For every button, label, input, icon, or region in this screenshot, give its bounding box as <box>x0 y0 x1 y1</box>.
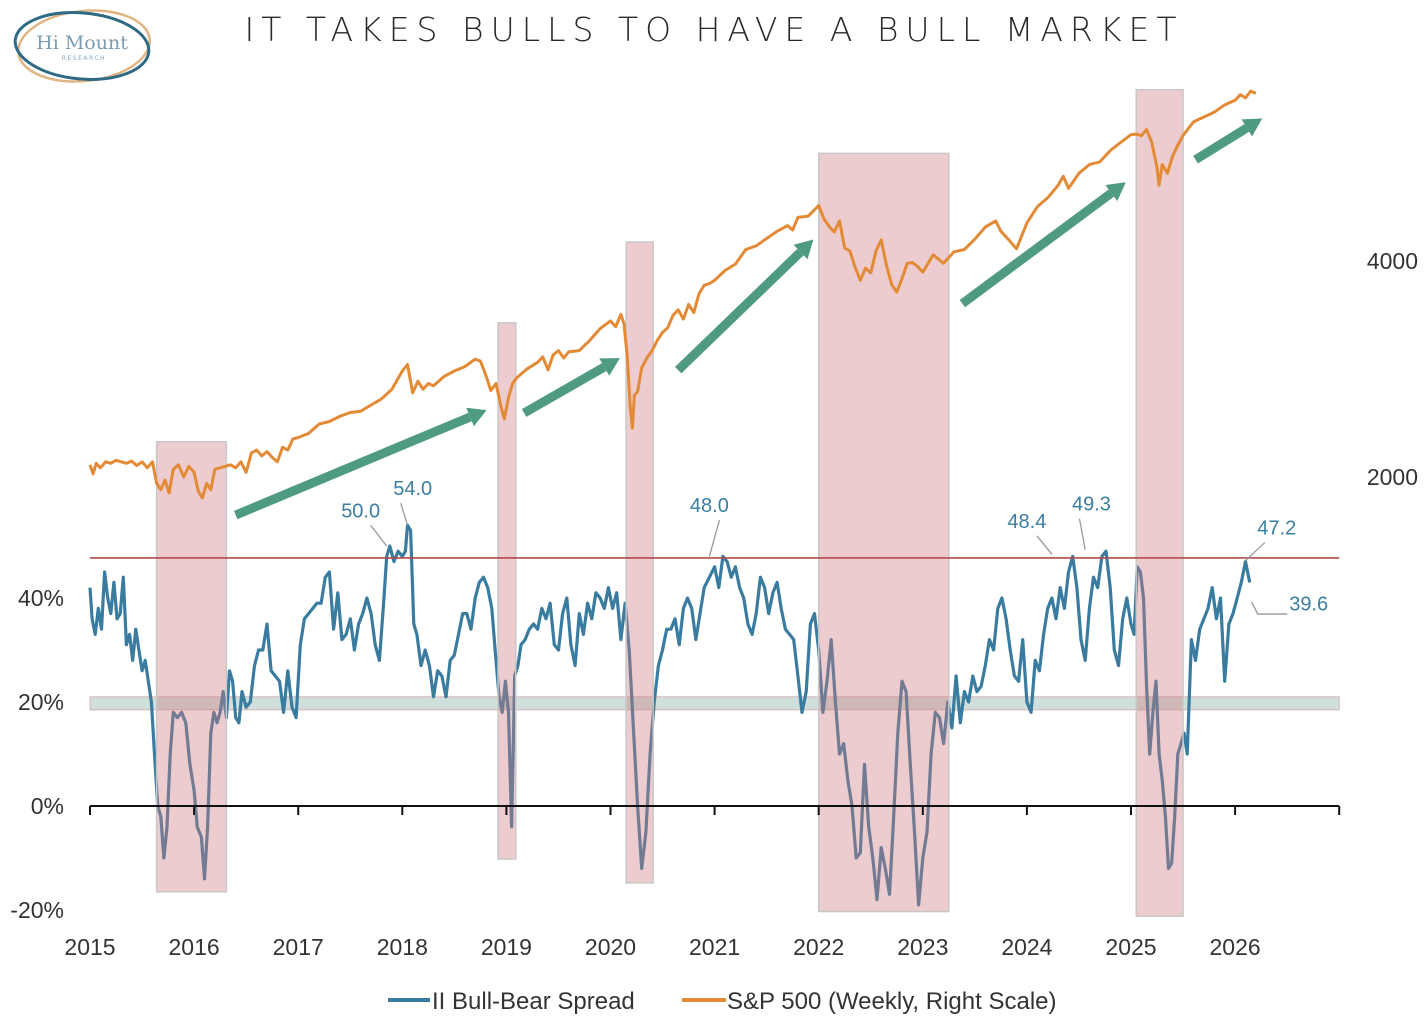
x-tick-label-2023: 2023 <box>897 934 948 960</box>
right-tick-label: 2000 <box>1367 464 1418 490</box>
series-line-bull-bear-spread <box>88 523 1252 907</box>
trend-arrow-head <box>599 358 620 376</box>
trend-arrow-shaft <box>234 412 472 520</box>
x-tick-label-2020: 2020 <box>585 934 636 960</box>
annotation-leader <box>708 520 721 557</box>
chart-title: IT TAKES BULLS TO HAVE A BULL MARKET <box>245 10 1184 49</box>
left-tick-label: 20% <box>18 689 64 715</box>
left-tick-label: 0% <box>31 793 64 819</box>
x-tick-label-2021: 2021 <box>689 934 740 960</box>
annotation-leader <box>1245 542 1266 562</box>
legend-label-spx: S&P 500 (Weekly, Right Scale) <box>727 988 1056 1015</box>
annotation-leader <box>1251 601 1288 615</box>
trend-arrow-shaft <box>521 363 607 417</box>
trend-arrow-shaft <box>1193 124 1250 164</box>
annotation-leader <box>370 525 388 547</box>
annotation-label: 50.0 <box>341 500 380 522</box>
x-tick-label-2022: 2022 <box>793 934 844 960</box>
trend-arrow-shaft <box>959 189 1115 308</box>
annotation-leader <box>400 502 409 526</box>
annotation-50-0: 50.0 <box>341 500 388 547</box>
left-tick-label: 40% <box>18 585 64 611</box>
annotation-39-6: 39.6 <box>1251 593 1328 615</box>
legend: II Bull-Bear Spread S&P 500 (Weekly, Rig… <box>388 988 1056 1015</box>
trend-arrow-3 <box>675 239 814 374</box>
trend-arrow-shaft <box>675 248 804 374</box>
trend-arrow-head <box>1105 182 1126 201</box>
trend-arrow-4 <box>959 182 1126 308</box>
x-tick-label-2016: 2016 <box>169 934 220 960</box>
trend-arrow-1 <box>234 407 487 520</box>
annotation-label: 54.0 <box>393 478 432 500</box>
x-tick-label-2024: 2024 <box>1001 934 1052 960</box>
x-axis <box>89 805 1341 815</box>
series-line-sp500 <box>88 89 1257 500</box>
annotation-label: 48.0 <box>690 495 729 517</box>
trend-arrow-head <box>466 407 487 427</box>
shaded-period-2 <box>497 322 517 860</box>
x-tick-label-2018: 2018 <box>377 934 428 960</box>
annotation-label: 47.2 <box>1257 518 1296 540</box>
annotation-48-4: 48.4 <box>1007 511 1053 555</box>
shaded-period-5 <box>1135 88 1184 917</box>
logo: Hi Mount RESEARCH <box>13 9 151 83</box>
trend-arrow-5 <box>1193 118 1263 164</box>
annotation-leader <box>1078 518 1086 550</box>
trend-arrow-head <box>793 239 814 260</box>
annotation-label: 39.6 <box>1289 593 1328 615</box>
shaded-period-1 <box>155 440 228 893</box>
shaded-period-4 <box>817 152 950 913</box>
tick-labels-layer: 2015 2016 2017 2018 2019 2020 2021 2022 2023 2024… <box>10 248 1418 960</box>
right-tick-label: 4000 <box>1367 248 1418 274</box>
annotation-48-0: 48.0 <box>690 495 729 557</box>
shaded-period-3 <box>625 241 654 884</box>
x-tick-label-2017: 2017 <box>273 934 324 960</box>
spread-series-layer <box>88 523 1252 907</box>
logo-name: Hi Mount <box>36 32 128 54</box>
logo-ring-inner <box>13 11 151 81</box>
legend-label-spread: II Bull-Bear Spread <box>432 988 635 1015</box>
spx-series-layer <box>88 89 1257 500</box>
annotation-47-2: 47.2 <box>1245 518 1296 562</box>
annotation-54-0: 54.0 <box>393 478 432 526</box>
trend-arrow-2 <box>521 358 620 417</box>
trend-arrow-head <box>1241 118 1263 137</box>
annotation-49-3: 49.3 <box>1072 494 1111 550</box>
x-tick-label-2025: 2025 <box>1105 934 1156 960</box>
x-tick-label-2026: 2026 <box>1210 934 1261 960</box>
annotation-label: 48.4 <box>1007 511 1046 533</box>
trend-arrows-layer <box>234 118 1263 520</box>
shaded-periods-layer <box>155 88 1184 917</box>
annotation-label: 49.3 <box>1072 494 1111 516</box>
x-tick-label-2015: 2015 <box>64 934 115 960</box>
logo-sub: RESEARCH <box>62 55 106 62</box>
left-tick-label: -20% <box>10 897 64 923</box>
annotations-layer: 50.0 54.0 48.0 48.4 49.3 47.2 39.6 <box>341 478 1328 615</box>
annotation-leader <box>1036 535 1053 555</box>
x-tick-label-2019: 2019 <box>481 934 532 960</box>
